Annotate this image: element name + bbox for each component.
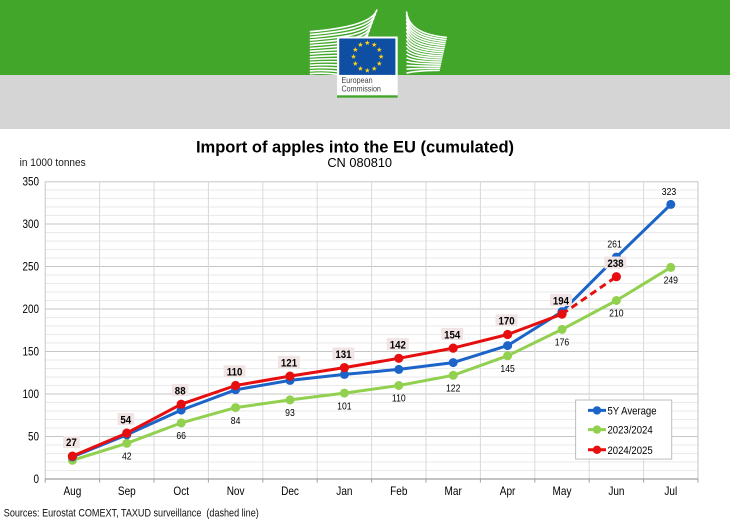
- svg-text:Jul: Jul: [664, 485, 677, 498]
- svg-text:Mar: Mar: [445, 485, 463, 498]
- svg-text:88: 88: [175, 385, 186, 398]
- svg-text:Commission: Commission: [342, 84, 381, 93]
- svg-text:Nov: Nov: [227, 485, 245, 498]
- svg-text:Import of apples into the EU (: Import of apples into the EU (cumulated): [196, 139, 514, 157]
- svg-text:Dec: Dec: [281, 485, 299, 498]
- svg-text:145: 145: [500, 363, 514, 375]
- svg-text:350: 350: [22, 176, 39, 189]
- svg-text:238: 238: [607, 257, 623, 270]
- svg-text:2023/2024: 2023/2024: [608, 425, 653, 437]
- svg-text:Sep: Sep: [118, 485, 136, 498]
- svg-text:250: 250: [22, 261, 39, 274]
- svg-text:249: 249: [664, 275, 678, 287]
- svg-text:54: 54: [120, 414, 131, 427]
- svg-text:150: 150: [22, 346, 39, 359]
- svg-text:0: 0: [33, 473, 39, 486]
- svg-text:170: 170: [499, 315, 515, 328]
- svg-text:131: 131: [335, 348, 351, 361]
- svg-text:5Y Average: 5Y Average: [608, 406, 657, 418]
- svg-text:Feb: Feb: [390, 485, 407, 498]
- svg-text:200: 200: [22, 303, 39, 316]
- svg-text:154: 154: [444, 329, 460, 342]
- svg-text:194: 194: [553, 295, 569, 308]
- svg-text:May: May: [553, 485, 572, 498]
- svg-text:50: 50: [28, 431, 39, 444]
- svg-text:European: European: [342, 76, 373, 85]
- svg-text:Apr: Apr: [500, 485, 516, 498]
- svg-text:110: 110: [392, 393, 406, 405]
- svg-text:93: 93: [285, 407, 295, 419]
- svg-text:Aug: Aug: [63, 485, 81, 498]
- svg-text:121: 121: [281, 357, 297, 370]
- svg-text:Jan: Jan: [336, 485, 352, 498]
- svg-text:Oct: Oct: [173, 485, 189, 498]
- svg-text:300: 300: [22, 218, 39, 231]
- svg-text:100: 100: [22, 388, 39, 401]
- svg-text:Sources: Eurostat COMEXT, TAXU: Sources: Eurostat COMEXT, TAXUD surveill…: [4, 508, 259, 520]
- svg-text:261: 261: [607, 239, 621, 251]
- svg-text:in 1000 tonnes: in 1000 tonnes: [20, 156, 86, 169]
- svg-text:84: 84: [231, 415, 241, 427]
- svg-text:323: 323: [662, 186, 676, 198]
- svg-text:CN 080810: CN 080810: [327, 155, 392, 170]
- svg-text:101: 101: [337, 401, 351, 413]
- svg-text:110: 110: [227, 366, 243, 379]
- svg-text:27: 27: [66, 437, 77, 450]
- svg-text:66: 66: [176, 430, 186, 442]
- svg-text:Jun: Jun: [608, 485, 624, 498]
- svg-text:142: 142: [390, 339, 406, 352]
- svg-text:2024/2025: 2024/2025: [608, 445, 653, 457]
- svg-text:122: 122: [446, 383, 460, 395]
- svg-text:210: 210: [609, 308, 623, 320]
- svg-text:42: 42: [122, 451, 132, 463]
- svg-text:176: 176: [555, 337, 569, 349]
